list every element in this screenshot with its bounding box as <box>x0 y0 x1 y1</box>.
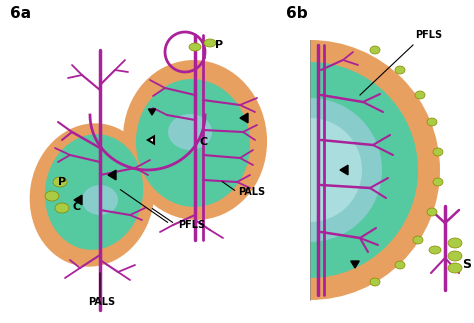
Ellipse shape <box>136 79 250 207</box>
Polygon shape <box>351 261 359 268</box>
Ellipse shape <box>395 66 405 74</box>
Text: PALS: PALS <box>88 297 115 307</box>
Wedge shape <box>310 118 362 222</box>
Ellipse shape <box>55 203 69 213</box>
Polygon shape <box>240 113 248 123</box>
Ellipse shape <box>413 236 423 244</box>
Polygon shape <box>340 165 348 175</box>
Ellipse shape <box>448 251 462 261</box>
Ellipse shape <box>45 191 59 201</box>
Ellipse shape <box>429 246 441 254</box>
Ellipse shape <box>370 278 380 286</box>
Text: C: C <box>200 137 208 147</box>
Ellipse shape <box>448 263 462 273</box>
Ellipse shape <box>82 185 118 215</box>
Ellipse shape <box>415 91 425 99</box>
Ellipse shape <box>30 123 155 267</box>
Text: P: P <box>215 40 223 50</box>
Text: 6b: 6b <box>286 6 308 21</box>
Ellipse shape <box>427 208 437 216</box>
Text: C: C <box>72 202 80 212</box>
Text: 6a: 6a <box>10 6 31 21</box>
Ellipse shape <box>370 46 380 54</box>
Polygon shape <box>74 195 82 205</box>
Wedge shape <box>310 62 418 278</box>
Ellipse shape <box>448 238 462 248</box>
Polygon shape <box>148 136 154 144</box>
Ellipse shape <box>45 134 143 250</box>
Text: P: P <box>58 177 66 187</box>
Ellipse shape <box>53 177 67 187</box>
Ellipse shape <box>395 261 405 269</box>
Text: PFLS: PFLS <box>415 30 442 40</box>
Ellipse shape <box>204 39 216 47</box>
Ellipse shape <box>427 118 437 126</box>
Ellipse shape <box>433 148 443 156</box>
Text: S: S <box>462 258 471 271</box>
Wedge shape <box>310 40 440 300</box>
Ellipse shape <box>433 178 443 186</box>
Ellipse shape <box>189 43 201 51</box>
Text: PALS: PALS <box>238 187 265 197</box>
Ellipse shape <box>168 114 212 150</box>
Wedge shape <box>310 98 382 242</box>
Polygon shape <box>108 170 116 180</box>
Polygon shape <box>148 109 155 115</box>
Text: PFLS: PFLS <box>178 220 205 230</box>
Ellipse shape <box>123 60 267 220</box>
